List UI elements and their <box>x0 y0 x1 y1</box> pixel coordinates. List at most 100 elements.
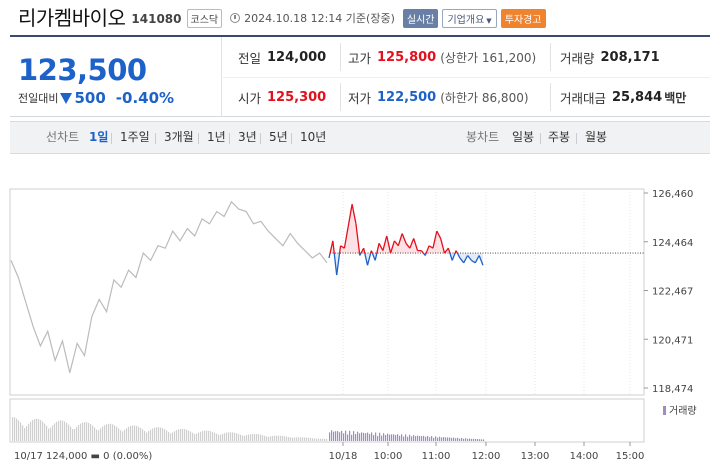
tab-1-year[interactable]: 1년 <box>207 130 226 144</box>
prev-volume-bar <box>220 434 222 441</box>
company-overview-label: 기업개요 <box>447 14 485 26</box>
prev-volume-bar <box>282 435 284 441</box>
prev-volume-bar <box>310 437 312 441</box>
up-price-segment <box>397 233 403 246</box>
prev-volume-bar <box>168 431 170 441</box>
prev-volume-bar <box>288 436 290 441</box>
prev-volume-bar <box>72 429 74 441</box>
today-volume-bar <box>411 436 413 441</box>
today-volume-bar <box>369 434 371 441</box>
prev-volume-bar <box>176 430 178 441</box>
prev-volume-bar <box>196 433 198 441</box>
prev-volume-bar <box>200 431 202 441</box>
today-volume-bar <box>433 437 435 441</box>
today-volume-bar <box>377 435 379 441</box>
low-cell: 저가 122,500 (하한가 86,800) <box>348 77 529 117</box>
up-price-segment <box>455 250 458 254</box>
prev-volume-bar <box>278 435 280 441</box>
down-price-segment <box>456 252 461 259</box>
down-price-segment <box>371 252 376 261</box>
prev-volume-bar <box>214 432 216 441</box>
column-divider <box>340 43 341 71</box>
tab-3-years[interactable]: 3년 <box>238 130 257 144</box>
prev-volume-bar <box>158 427 160 441</box>
prev-volume-bar <box>124 429 126 441</box>
prev-volume-bar <box>262 435 264 441</box>
up-price-segment <box>332 240 335 254</box>
prev-volume-bar <box>208 430 210 441</box>
today-volume-bar <box>409 434 411 441</box>
prev-volume-bar <box>136 425 138 441</box>
clock-icon <box>230 13 241 23</box>
tab-5-years[interactable]: 5년 <box>269 130 288 144</box>
prev-volume-bar <box>92 425 94 441</box>
today-volume-bar <box>445 437 447 441</box>
price-plot-frame <box>9 188 645 396</box>
prev-volume-bar <box>250 434 252 441</box>
stock-code: 141080 <box>131 11 182 26</box>
tab-10-years[interactable]: 10년 <box>300 130 327 144</box>
prev-volume-bar <box>192 432 194 441</box>
up-price-segment <box>401 233 407 244</box>
today-volume-bar <box>395 435 397 441</box>
prev-volume-bar <box>260 434 262 441</box>
prev-volume-bar <box>280 435 282 441</box>
up-price-segment <box>347 204 353 227</box>
today-volume-bar <box>341 430 343 441</box>
down-price-segment <box>333 252 338 276</box>
prev-volume-bar <box>58 420 60 441</box>
down-price-segment <box>328 252 331 259</box>
tab-3-months[interactable]: 3개월 <box>164 130 194 144</box>
tab-divider <box>111 133 112 144</box>
grid <box>342 189 631 395</box>
investment-warning-badge[interactable]: 투자경고 <box>500 8 546 28</box>
tab-1-day[interactable]: 1일 <box>89 130 109 144</box>
today-volume-bar <box>415 436 417 441</box>
up-price-segment <box>393 240 399 247</box>
tab-daily-candle[interactable]: 일봉 <box>512 130 535 144</box>
tab-divider <box>155 133 156 144</box>
prev-volume-bar <box>290 437 292 441</box>
prev-volume-bar <box>224 433 226 441</box>
prev-volume-bar <box>242 435 244 441</box>
prev-volume-bar <box>268 436 270 441</box>
prev-volume-bar <box>122 431 124 441</box>
change-fill-segment <box>457 253 460 258</box>
y-tick-label: 118,474 <box>652 384 693 395</box>
prev-volume-bar <box>320 438 322 441</box>
amount-label: 거래대금 <box>560 90 607 106</box>
prev-volume-bar <box>40 419 42 441</box>
today-volume-bar <box>343 433 345 441</box>
prev-volume-bar <box>74 428 76 441</box>
period-toolbar: 선차트 1일 1주일 3개월 1년 3년 5년 10년 봉차트 일봉 주봉 월봉 <box>10 121 710 154</box>
today-volume-bar <box>379 432 381 441</box>
volume-legend: 거래량 <box>669 405 697 417</box>
tab-1-week[interactable]: 1주일 <box>120 130 150 144</box>
today-volume-bar <box>345 430 347 441</box>
today-volume-bar <box>451 437 453 441</box>
today-volume-bar <box>413 435 415 441</box>
prev-close-value: 124,000 <box>267 49 327 65</box>
prev-volume-bar <box>308 437 310 441</box>
prev-close-label: 전일 <box>238 50 262 66</box>
prev-volume-bar <box>186 429 188 441</box>
prev-volume-bar <box>62 420 64 441</box>
tab-monthly-candle[interactable]: 월봉 <box>585 130 608 144</box>
today-volume-bar <box>383 433 385 441</box>
today-volume-bar <box>391 434 393 441</box>
prev-volume-bar <box>252 433 254 441</box>
up-price-segment <box>447 247 451 254</box>
prev-volume-bar <box>206 430 208 441</box>
realtime-button[interactable]: 실시간 <box>402 8 439 28</box>
candle-chart-label: 봉차트 <box>466 130 500 144</box>
company-overview-button[interactable]: 기업개요 ▼ <box>442 8 497 28</box>
prev-volume-bar <box>100 428 102 441</box>
prev-volume-bar <box>312 438 314 441</box>
column-divider <box>340 83 341 111</box>
up-price-segment <box>370 250 373 254</box>
down-price-segment <box>463 255 469 264</box>
prev-volume-bar <box>156 427 158 441</box>
tab-weekly-candle[interactable]: 주봉 <box>548 130 571 144</box>
today-volume-bar <box>359 433 361 441</box>
prev-volume-bar <box>152 428 154 441</box>
